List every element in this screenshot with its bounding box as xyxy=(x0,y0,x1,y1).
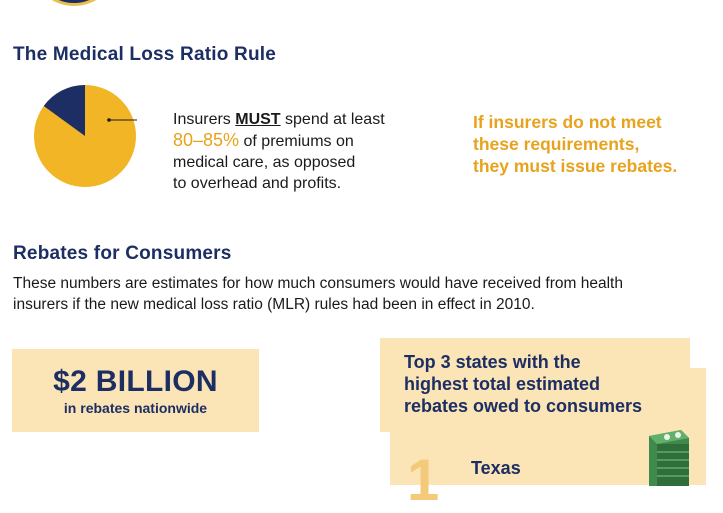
callout-text: Insurers xyxy=(173,111,236,128)
description-line: insurers if the new medical loss ratio (… xyxy=(13,296,535,313)
pie-leader-dot xyxy=(107,118,111,122)
pie-secondary-slice xyxy=(43,85,85,136)
government-seal-icon xyxy=(30,0,118,6)
mlr-section-title: The Medical Loss Ratio Rule xyxy=(13,44,277,65)
top-states-title: Top 3 states with the highest total esti… xyxy=(404,351,684,417)
callout-line-4: to overhead and profits. xyxy=(173,175,342,192)
rebate-note-line: these requirements, xyxy=(473,134,640,154)
mlr-pie-chart xyxy=(34,85,137,187)
top-states-header: Top 3 states with the highest total esti… xyxy=(380,338,690,432)
callout-line-1: Insurers MUST spend at least xyxy=(173,109,385,130)
callout-text: spend at least xyxy=(280,111,385,128)
description-line: These numbers are estimates for how much… xyxy=(13,275,623,292)
total-rebates-caption: in rebates nationwide xyxy=(63,400,208,416)
top-states-title-line: rebates owed to consumers xyxy=(404,396,643,416)
rebate-note-line: they must issue rebates. xyxy=(473,156,678,176)
callout-percent: 80–85% xyxy=(173,130,240,150)
total-rebates-amount: $2 BILLION xyxy=(53,365,218,398)
total-rebates-box: $2 BILLION in rebates nationwide xyxy=(12,349,259,432)
money-stack-icon xyxy=(649,430,689,486)
rebates-section-title: Rebates for Consumers xyxy=(13,243,232,264)
callout-text: of premiums on xyxy=(239,133,354,150)
rebate-requirement-note: If insurers do not meet these requiremen… xyxy=(473,111,718,177)
rebate-note-line: If insurers do not meet xyxy=(473,112,662,132)
callout-line-3: medical care, as opposed xyxy=(173,154,356,171)
rebates-description: These numbers are estimates for how much… xyxy=(13,273,718,315)
top-states-title-line: highest total estimated xyxy=(404,374,601,394)
state-name: Texas xyxy=(471,458,521,478)
state-rank: 1 xyxy=(407,448,440,513)
mlr-callout: Insurers MUST spend at least 80–85% of p… xyxy=(173,109,385,194)
top-states-title-line: Top 3 states with the xyxy=(404,352,581,372)
callout-must: MUST xyxy=(235,111,281,128)
callout-line-2: 80–85% of premiums on xyxy=(173,130,385,152)
